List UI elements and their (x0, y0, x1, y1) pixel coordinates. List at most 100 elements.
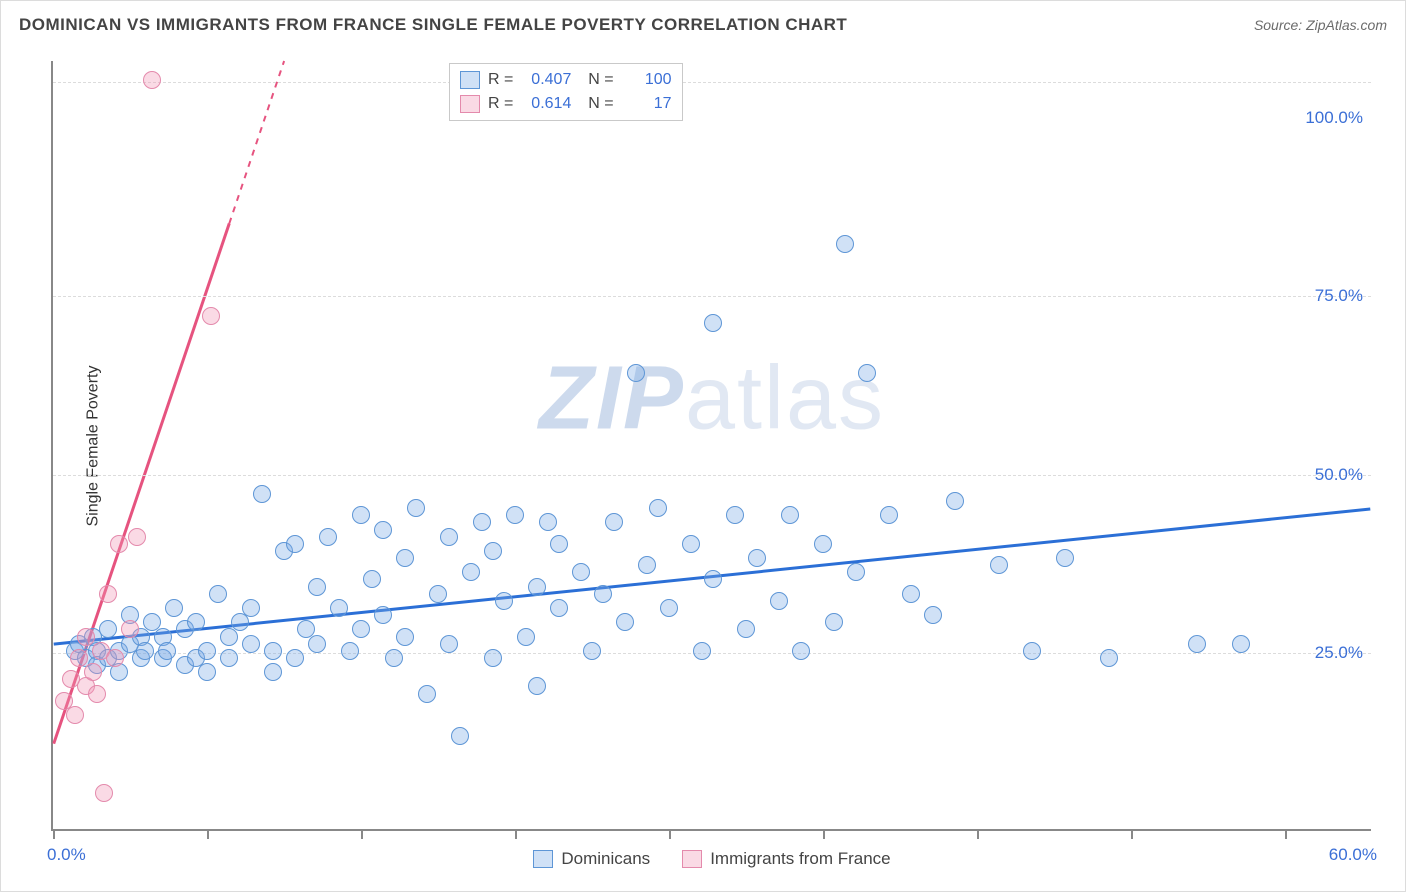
data-point (792, 642, 810, 660)
x-tick (823, 829, 825, 839)
data-point (308, 578, 326, 596)
data-point (704, 570, 722, 588)
title-bar: DOMINICAN VS IMMIGRANTS FROM FRANCE SING… (1, 1, 1405, 49)
data-point (1232, 635, 1250, 653)
data-point (440, 528, 458, 546)
legend-swatch (682, 850, 702, 868)
x-tick (1285, 829, 1287, 839)
gridline-h (53, 653, 1371, 654)
data-point (363, 570, 381, 588)
x-tick (361, 829, 363, 839)
data-point (106, 649, 124, 667)
data-point (814, 535, 832, 553)
gridline-h (53, 296, 1371, 297)
data-point (946, 492, 964, 510)
source-attribution: Source: ZipAtlas.com (1254, 17, 1387, 33)
stat-r-label: R = (488, 68, 513, 92)
legend-stats-row: R = 0.407 N = 100 (460, 68, 672, 92)
stat-r-value: 0.407 (521, 68, 571, 92)
x-tick (207, 829, 209, 839)
data-point (128, 528, 146, 546)
data-point (308, 635, 326, 653)
data-point (136, 642, 154, 660)
data-point (88, 685, 106, 703)
x-min-label: 0.0% (47, 845, 86, 865)
legend-swatch (460, 95, 480, 113)
data-point (242, 599, 260, 617)
data-point (528, 578, 546, 596)
legend-swatch (460, 71, 480, 89)
data-point (550, 599, 568, 617)
data-point (473, 513, 491, 531)
data-point (99, 585, 117, 603)
legend-swatch (533, 850, 553, 868)
legend-bottom-item: Dominicans (533, 849, 650, 869)
data-point (583, 642, 601, 660)
data-point (770, 592, 788, 610)
data-point (616, 613, 634, 631)
x-tick (1131, 829, 1133, 839)
legend-bottom-label: Immigrants from France (710, 849, 890, 869)
data-point (77, 628, 95, 646)
y-tick-label: 25.0% (1315, 643, 1363, 663)
data-point (110, 535, 128, 553)
x-max-label: 60.0% (1329, 845, 1377, 865)
data-point (682, 535, 700, 553)
data-point (990, 556, 1008, 574)
data-point (737, 620, 755, 638)
data-point (374, 521, 392, 539)
data-point (407, 499, 425, 517)
data-point (517, 628, 535, 646)
x-tick (977, 829, 979, 839)
data-point (418, 685, 436, 703)
data-point (847, 563, 865, 581)
data-point (649, 499, 667, 517)
data-point (627, 364, 645, 382)
y-tick-label: 50.0% (1315, 465, 1363, 485)
data-point (396, 628, 414, 646)
data-point (902, 585, 920, 603)
data-point (220, 649, 238, 667)
legend-stats-row: R =0.614 N =17 (460, 92, 672, 116)
data-point (484, 649, 502, 667)
data-point (198, 663, 216, 681)
data-point (165, 599, 183, 617)
stat-n-label: N = (579, 68, 613, 92)
data-point (286, 535, 304, 553)
data-point (704, 314, 722, 332)
data-point (158, 642, 176, 660)
data-point (462, 563, 480, 581)
legend-bottom: Dominicans Immigrants from France (53, 849, 1371, 869)
data-point (1100, 649, 1118, 667)
chart-title: DOMINICAN VS IMMIGRANTS FROM FRANCE SING… (19, 15, 847, 35)
trend-lines-layer (53, 61, 1371, 829)
x-tick (669, 829, 671, 839)
stat-n-value: 100 (622, 68, 672, 92)
data-point (451, 727, 469, 745)
data-point (242, 635, 260, 653)
x-tick (515, 829, 517, 839)
data-point (429, 585, 447, 603)
data-point (1056, 549, 1074, 567)
gridline-h (53, 475, 1371, 476)
data-point (374, 606, 392, 624)
legend-bottom-label: Dominicans (561, 849, 650, 869)
data-point (484, 542, 502, 560)
data-point (660, 599, 678, 617)
data-point (253, 485, 271, 503)
y-tick-label: 100.0% (1305, 108, 1363, 128)
data-point (84, 663, 102, 681)
stat-n-value: 17 (622, 92, 672, 116)
data-point (528, 677, 546, 695)
stat-r-label: R = (488, 92, 513, 116)
data-point (825, 613, 843, 631)
data-point (70, 649, 88, 667)
data-point (880, 506, 898, 524)
data-point (781, 506, 799, 524)
data-point (209, 585, 227, 603)
x-tick (53, 829, 55, 839)
data-point (572, 563, 590, 581)
data-point (352, 620, 370, 638)
data-point (605, 513, 623, 531)
data-point (264, 642, 282, 660)
